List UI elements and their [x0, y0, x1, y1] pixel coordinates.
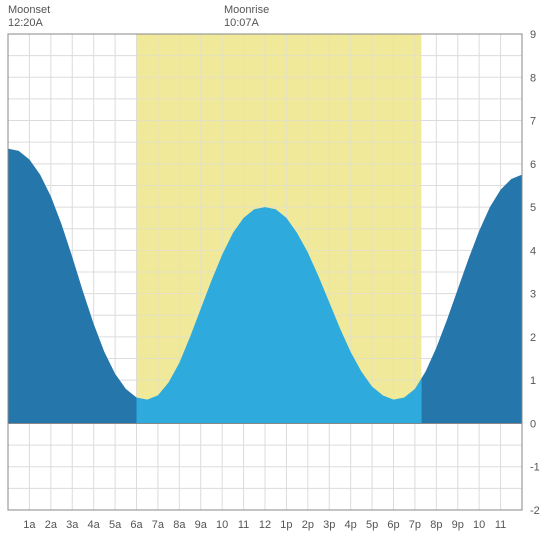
- x-tick-label: 5a: [109, 519, 122, 531]
- x-tick-label: 9a: [195, 519, 208, 531]
- x-tick-label: 2p: [302, 519, 314, 531]
- y-tick-label: 1: [530, 375, 536, 387]
- x-tick-label: 10: [216, 519, 228, 531]
- y-tick-label: 9: [530, 29, 536, 41]
- x-tick-label: 3a: [66, 519, 79, 531]
- y-tick-label: -2: [530, 505, 540, 517]
- x-tick-label: 3p: [323, 519, 335, 531]
- moonrise-label: Moonrise: [224, 4, 269, 17]
- x-tick-label: 7a: [152, 519, 165, 531]
- y-tick-label: 8: [530, 72, 536, 84]
- y-tick-label: 5: [530, 202, 536, 214]
- y-tick-label: 2: [530, 332, 536, 344]
- x-tick-label: 4a: [88, 519, 101, 531]
- x-tick-label: 5p: [366, 519, 378, 531]
- x-tick-label: 12: [259, 519, 271, 531]
- moonset-label: Moonset: [8, 4, 50, 17]
- y-tick-label: 6: [530, 159, 536, 171]
- x-tick-label: 1a: [23, 519, 36, 531]
- x-tick-label: 2a: [45, 519, 58, 531]
- y-tick-label: -1: [530, 462, 540, 474]
- x-tick-label: 8a: [173, 519, 186, 531]
- x-tick-label: 6a: [130, 519, 143, 531]
- moonset-time: 12:20A: [8, 17, 50, 30]
- y-tick-label: 4: [530, 245, 536, 257]
- y-tick-label: 7: [530, 116, 536, 128]
- moonrise-annotation: Moonrise 10:07A: [224, 4, 269, 30]
- y-tick-label: 3: [530, 289, 536, 301]
- y-tick-label: 0: [530, 418, 536, 430]
- x-tick-label: 8p: [430, 519, 442, 531]
- x-tick-label: 7p: [409, 519, 421, 531]
- moonrise-time: 10:07A: [224, 17, 269, 30]
- x-tick-label: 9p: [452, 519, 464, 531]
- moonset-annotation: Moonset 12:20A: [8, 4, 50, 30]
- x-tick-label: 10: [473, 519, 485, 531]
- tide-chart: Moonset 12:20A Moonrise 10:07A -2-101234…: [0, 0, 550, 550]
- x-tick-label: 1p: [280, 519, 292, 531]
- x-tick-label: 11: [495, 519, 506, 531]
- chart-svg: -2-101234567891a2a3a4a5a6a7a8a9a1011121p…: [0, 0, 550, 550]
- x-tick-label: 4p: [345, 519, 357, 531]
- x-tick-label: 6p: [387, 519, 399, 531]
- x-tick-label: 11: [238, 519, 249, 531]
